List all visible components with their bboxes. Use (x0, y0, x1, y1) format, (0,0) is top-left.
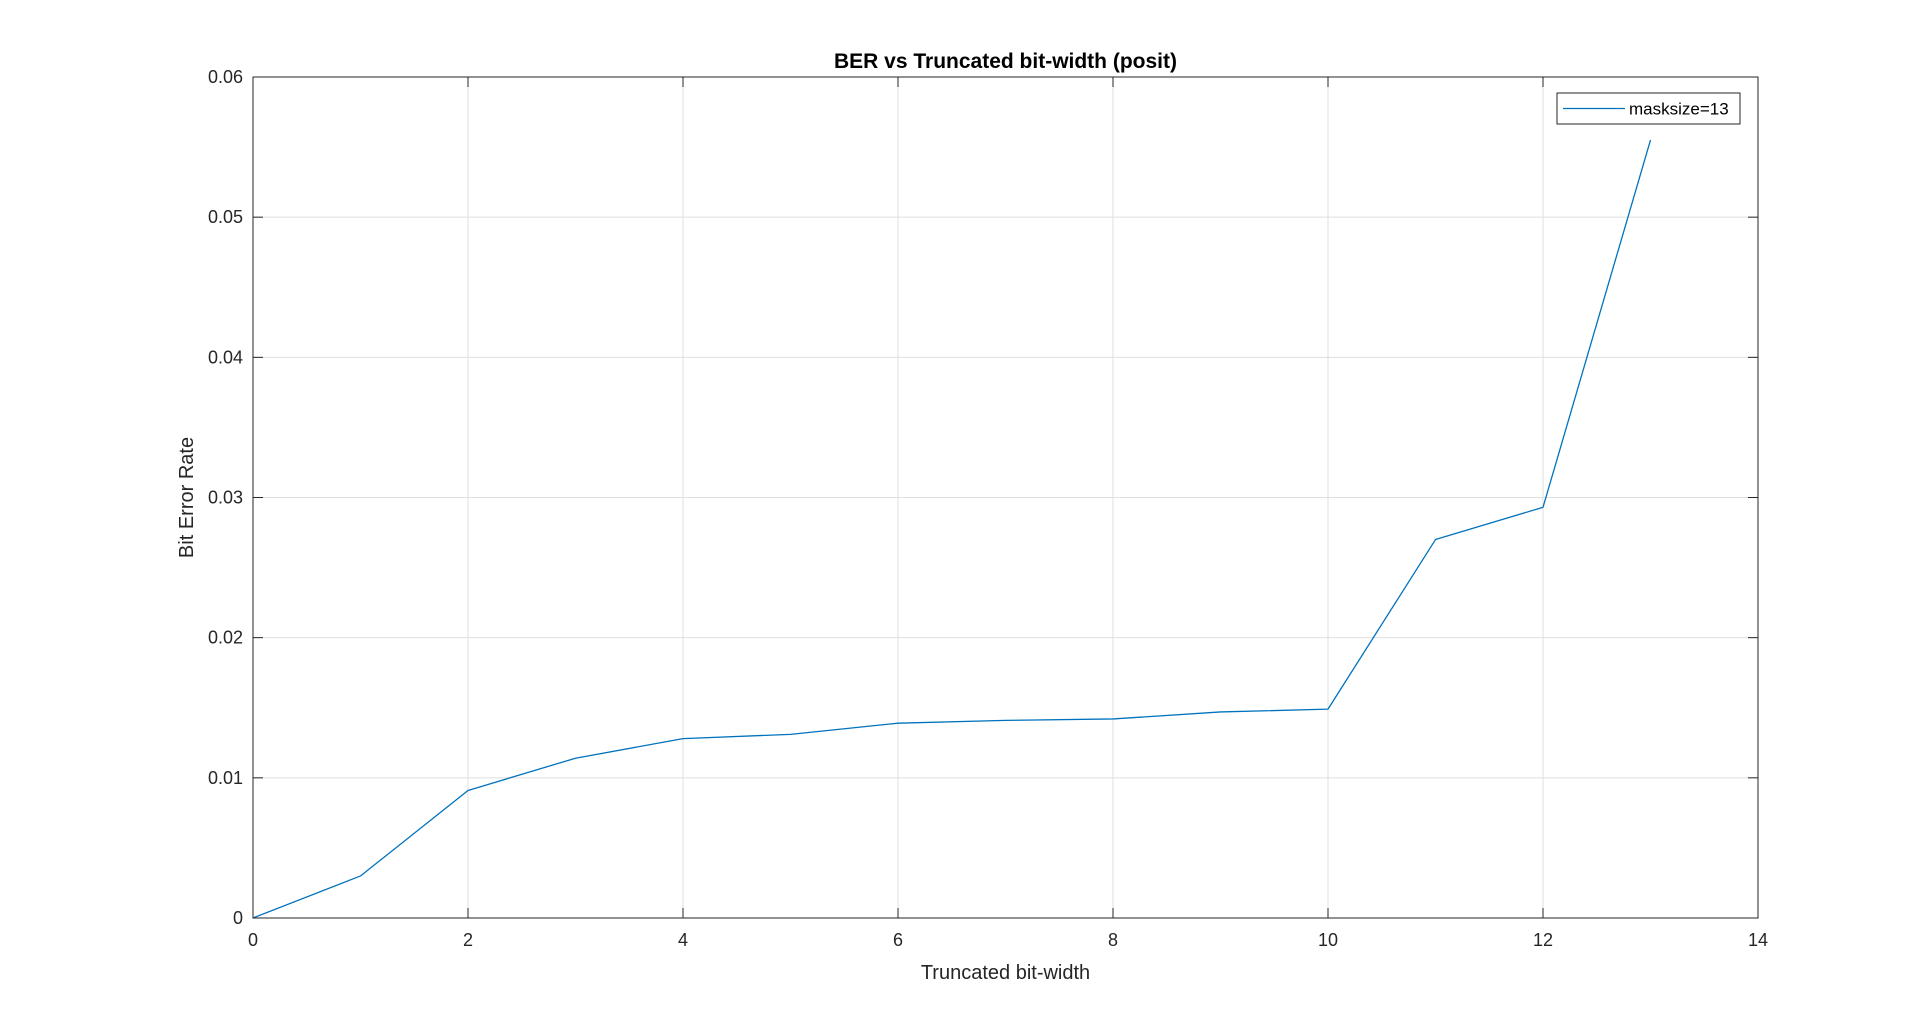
series-layer (252, 139, 1652, 919)
x-tick-label: 2 (463, 930, 473, 950)
x-tick-label: 10 (1318, 930, 1338, 950)
y-tick-labels: 0 0.01 0.02 0.03 0.04 0.05 0.06 (208, 67, 243, 928)
legend-entry-masksize-13: masksize=13 (1629, 100, 1729, 119)
x-tick-label: 14 (1748, 930, 1768, 950)
y-tick-label: 0.02 (208, 628, 243, 648)
grid-lines (253, 77, 1758, 918)
y-tick-label: 0.01 (208, 768, 243, 788)
x-tick-labels: 0 2 4 6 8 10 12 14 (248, 930, 1768, 950)
x-tick-label: 12 (1533, 930, 1553, 950)
y-tick-label: 0.04 (208, 347, 243, 367)
y-tick-label: 0.05 (208, 207, 243, 227)
axis-ticks (252, 76, 1759, 919)
x-axis-label: Truncated bit-width (921, 962, 1090, 984)
legend: masksize=13 (1556, 92, 1741, 125)
chart-title: BER vs Truncated bit-width (posit) (834, 50, 1177, 73)
x-tick-label: 8 (1108, 930, 1118, 950)
x-tick-label: 4 (678, 930, 688, 950)
y-axis-label: Bit Error Rate (176, 437, 198, 558)
y-tick-label: 0 (233, 908, 243, 928)
y-tick-label: 0.06 (208, 67, 243, 87)
series-line-masksize-13 (252, 139, 1652, 919)
x-tick-label: 0 (248, 930, 258, 950)
x-tick-label: 6 (893, 930, 903, 950)
y-tick-label: 0.03 (208, 488, 243, 508)
